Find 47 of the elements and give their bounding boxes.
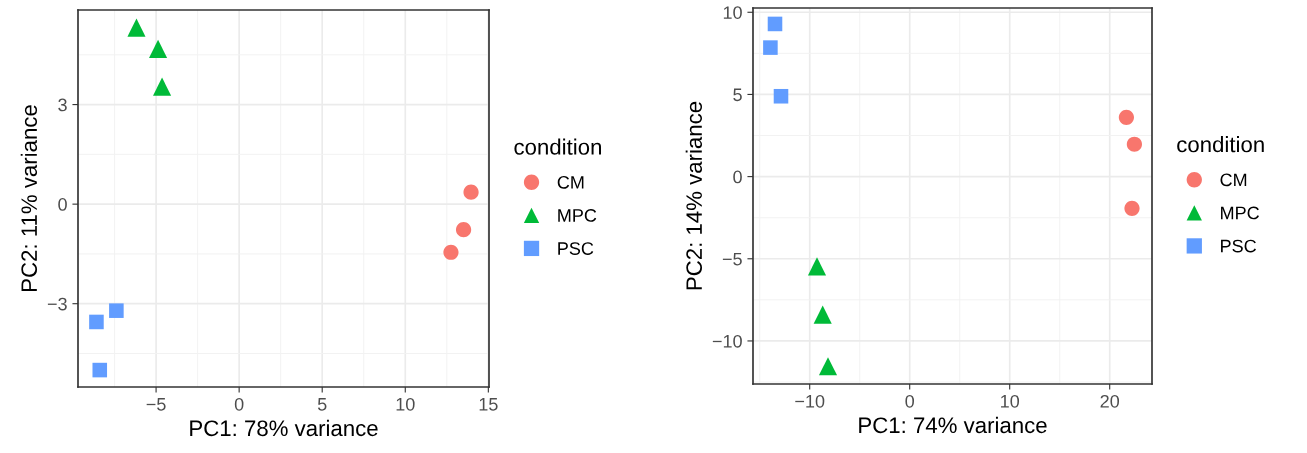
y-tick-label: −3 xyxy=(47,297,67,311)
point xyxy=(127,18,146,37)
x-tick-label: 10 xyxy=(396,397,415,411)
point xyxy=(1118,109,1135,125)
point xyxy=(763,40,778,55)
point xyxy=(89,314,104,330)
legend-label: CM xyxy=(557,175,584,189)
point xyxy=(443,244,459,260)
point xyxy=(813,305,832,324)
point xyxy=(1124,200,1140,216)
y-tick-label: 3 xyxy=(58,98,67,112)
legend-title: condition xyxy=(1177,136,1264,153)
point xyxy=(92,362,108,378)
point xyxy=(455,222,472,238)
x-axis-title: PC1: 74% variance xyxy=(859,416,1047,434)
x-axis-title: PC1: 78% variance xyxy=(190,419,378,437)
x-tick-label: −5 xyxy=(146,398,166,411)
point xyxy=(153,77,172,96)
legend-title: condition xyxy=(514,138,601,155)
legend-label: PSC xyxy=(1221,239,1256,253)
x-tick-label: 15 xyxy=(479,398,498,411)
y-tick-label: −5 xyxy=(722,252,742,266)
y-tick-label: −10 xyxy=(712,334,742,348)
x-tick-label: 0 xyxy=(905,394,915,408)
point xyxy=(1126,136,1143,152)
y-tick-label: 0 xyxy=(733,170,742,184)
point xyxy=(767,16,783,32)
y-tick-label: 0 xyxy=(58,198,67,211)
x-tick-label: 10 xyxy=(1001,394,1020,408)
x-tick-label: 5 xyxy=(317,398,327,411)
y-tick-label: 10 xyxy=(723,6,742,19)
legend-label: MPC xyxy=(1221,206,1259,220)
legend-label: MPC xyxy=(558,209,597,222)
legend-label: PSC xyxy=(558,242,594,255)
point xyxy=(807,257,827,276)
point xyxy=(463,184,479,200)
point xyxy=(773,88,789,104)
x-tick-label: 20 xyxy=(1100,394,1120,408)
x-tick-label: −10 xyxy=(795,394,825,408)
y-axis-title: PC2: 14% variance xyxy=(685,101,703,290)
legend-label: CM xyxy=(1220,173,1247,187)
x-tick-label: 0 xyxy=(234,397,244,411)
y-tick-label: 5 xyxy=(733,88,742,102)
point xyxy=(109,303,124,318)
point xyxy=(149,39,168,58)
point xyxy=(818,357,838,376)
y-axis-title: PC2: 11% variance xyxy=(20,105,38,291)
